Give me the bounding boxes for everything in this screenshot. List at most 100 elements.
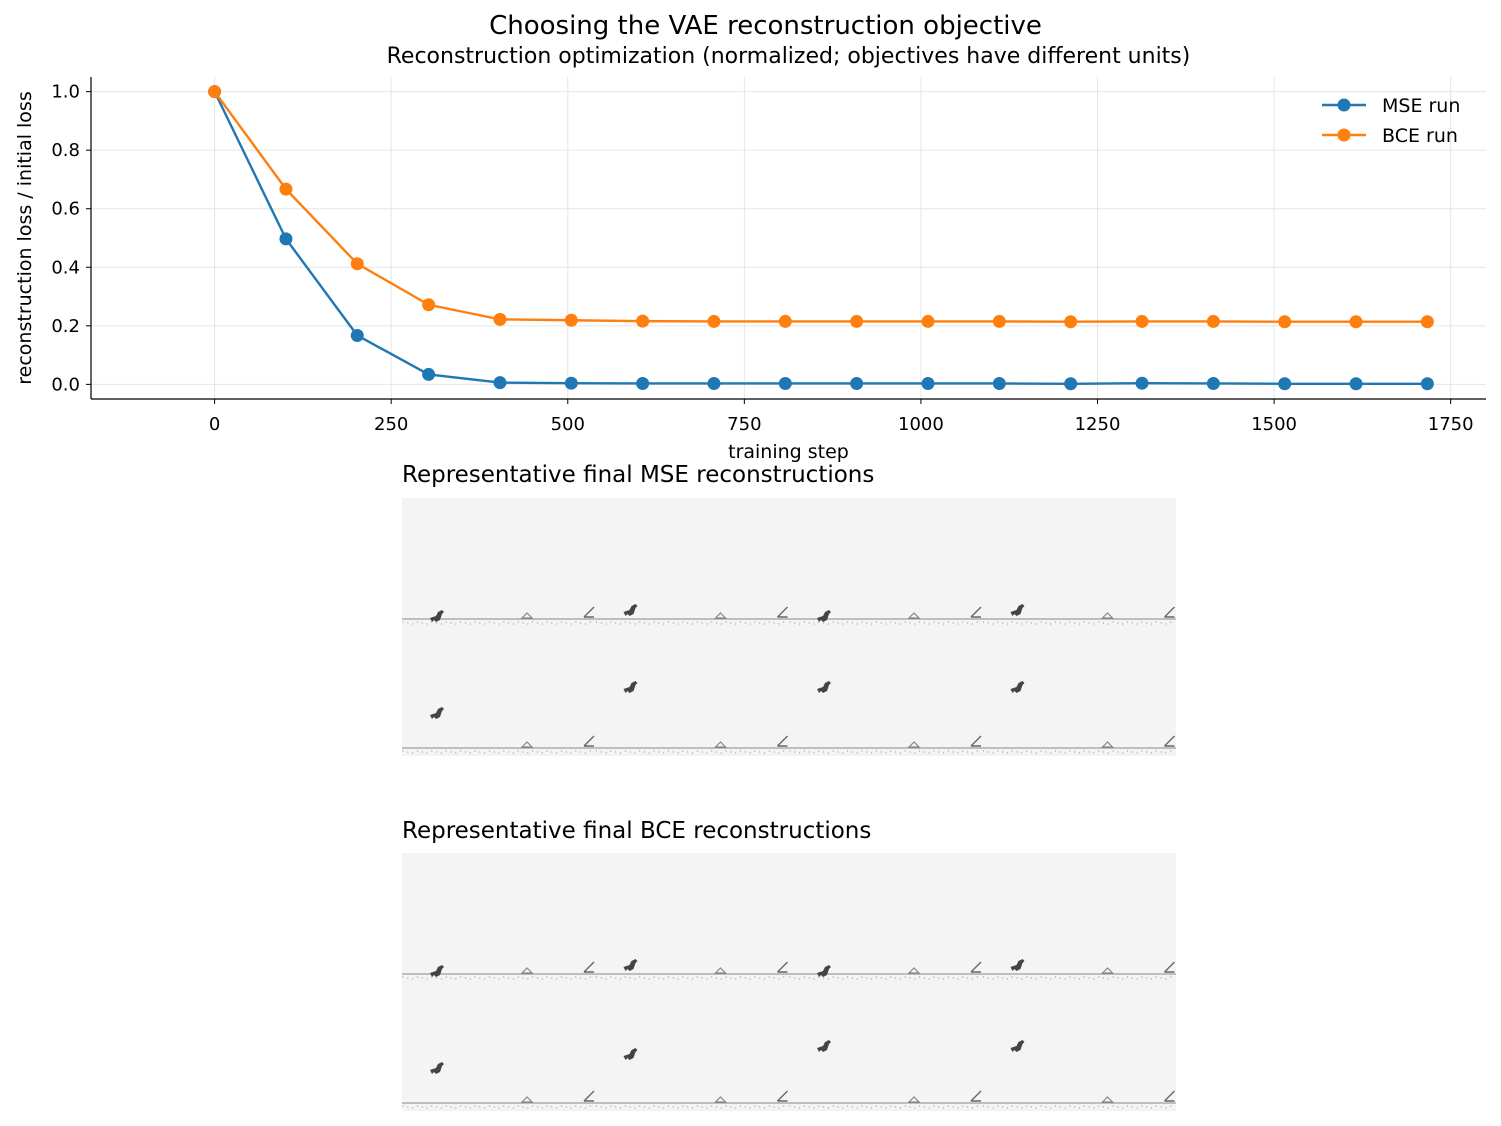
bce-reconstruction-strip-2: [402, 982, 1176, 1110]
dino-icon: [623, 681, 638, 693]
obstacle-icon: [714, 741, 727, 748]
dino-icon: [1010, 959, 1025, 971]
x-tick-label: 750: [727, 414, 761, 435]
dino-icon: [817, 681, 831, 693]
dino-icon: [430, 1062, 444, 1074]
dino-icon: [1010, 1040, 1025, 1052]
mse-reconstruction-strip-1: [402, 498, 1176, 626]
dino-icon: [1010, 681, 1025, 693]
dino-icon: [430, 707, 444, 719]
obstacle-icon: [1101, 741, 1114, 748]
data-point: [422, 298, 436, 312]
bird-icon: [583, 606, 595, 618]
dino-icon: [430, 610, 444, 622]
bird-icon: [970, 606, 982, 618]
data-point: [350, 257, 364, 271]
data-point: [279, 232, 293, 246]
data-point: [778, 314, 792, 328]
data-point: [707, 314, 721, 328]
data-point: [850, 376, 864, 390]
obstacle-icon: [714, 967, 727, 974]
data-point: [992, 376, 1006, 390]
data-point: [1349, 315, 1363, 329]
bird-icon: [777, 735, 788, 747]
x-tick-label: 250: [374, 414, 408, 435]
obstacle-icon: [1101, 612, 1114, 619]
legend-label: BCE run: [1382, 125, 1458, 147]
x-tick-label: 1000: [898, 414, 944, 435]
obstacle-icon: [1101, 1096, 1114, 1103]
y-tick-label: 0.6: [51, 199, 80, 220]
data-point: [493, 376, 507, 390]
bird-icon: [583, 735, 595, 747]
dino-icon: [623, 959, 638, 971]
x-tick-label: 500: [551, 414, 585, 435]
bird-icon: [970, 1090, 982, 1102]
data-point: [1278, 315, 1292, 329]
obstacle-icon: [907, 967, 921, 974]
legend-marker: [1337, 128, 1351, 142]
bird-icon: [777, 961, 788, 973]
series-line-bce: [213, 90, 1428, 323]
data-point: [1064, 315, 1078, 329]
data-point: [778, 376, 792, 390]
obstacle-icon: [907, 741, 921, 748]
obstacle-icon: [714, 612, 727, 619]
bird-icon: [970, 961, 982, 973]
data-point: [636, 314, 650, 328]
data-point: [1420, 377, 1434, 391]
bird-icon: [583, 961, 595, 973]
loss-chart: 0 250 500 750 1000 1250 1500 1750 0.0 0.2 0.4 0.6 0.…: [14, 77, 1486, 463]
data-point: [707, 376, 721, 390]
bird-icon: [583, 1090, 595, 1102]
data-point: [1349, 377, 1363, 391]
bird-icon: [1164, 735, 1175, 747]
y-tick-label: 0.8: [51, 140, 80, 161]
bce-panel-title: Representative final BCE reconstructions: [402, 818, 872, 844]
data-point: [636, 376, 650, 390]
data-point: [279, 182, 293, 196]
dino-icon: [430, 965, 444, 977]
data-point: [564, 376, 578, 390]
bird-icon: [1164, 1090, 1175, 1102]
y-tick-label: 0.4: [51, 257, 80, 278]
mse-reconstruction-strip-2: [402, 627, 1176, 755]
x-axis-label: training step: [728, 441, 849, 463]
data-point: [422, 367, 436, 381]
data-point: [1135, 314, 1149, 328]
obstacle-icon: [907, 1096, 921, 1103]
data-point: [564, 313, 578, 327]
bird-icon: [1164, 606, 1175, 618]
mse-reconstruction-panel: [402, 498, 1176, 756]
bird-icon: [970, 735, 982, 747]
x-tick-label: 1500: [1251, 414, 1297, 435]
obstacle-icon: [1101, 967, 1114, 974]
dino-icon: [623, 1048, 638, 1060]
dino-icon: [1010, 604, 1025, 616]
obstacle-icon: [714, 1096, 727, 1103]
data-point: [921, 376, 935, 390]
data-point: [921, 314, 935, 328]
bird-icon: [1164, 961, 1175, 973]
series-line-mse: [213, 91, 1428, 385]
data-point: [350, 328, 364, 342]
data-point: [1206, 314, 1220, 328]
figure-title: Choosing the VAE reconstruction objectiv…: [489, 11, 1042, 41]
y-tick-label: 1.0: [51, 82, 80, 103]
data-point: [992, 314, 1006, 328]
dino-icon: [817, 1040, 831, 1052]
x-tick-label: 0: [209, 414, 220, 435]
data-point: [208, 85, 222, 99]
dino-icon: [817, 610, 831, 622]
mse-panel-title: Representative final MSE reconstructions: [402, 462, 875, 488]
x-tick-label: 1750: [1428, 414, 1474, 435]
data-point: [1206, 376, 1220, 390]
obstacle-icon: [907, 612, 921, 619]
obstacle-icon: [520, 967, 534, 974]
bird-icon: [777, 606, 788, 618]
bird-icon: [777, 1090, 788, 1102]
data-point: [1278, 377, 1292, 391]
data-point: [1135, 376, 1149, 390]
bce-reconstruction-panel: [402, 853, 1176, 1111]
legend-label: MSE run: [1382, 95, 1460, 117]
